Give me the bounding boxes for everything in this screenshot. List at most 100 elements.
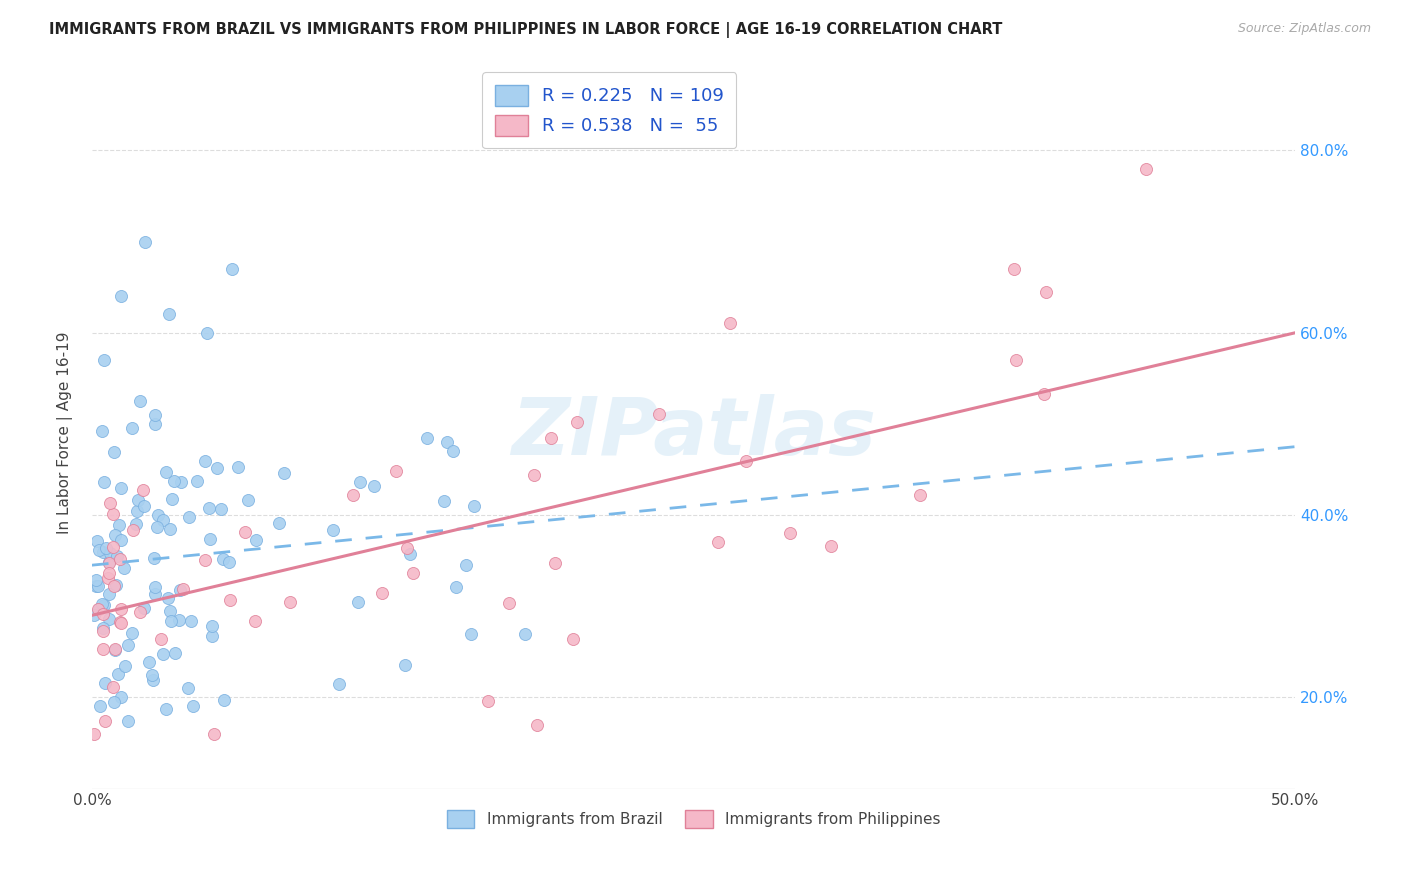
Point: [177, 681, 200, 696]
Point: [142, 673, 165, 687]
Point: [243, 614, 266, 628]
Point: [159, 605, 181, 619]
Point: [273, 467, 295, 481]
Point: [89, 601, 111, 615]
Point: [163, 646, 186, 660]
Point: [84, 573, 107, 587]
Point: [91, 607, 114, 622]
Point: [160, 491, 183, 506]
Point: [1135, 161, 1157, 176]
Text: ZIPatlas: ZIPatlas: [512, 394, 876, 472]
Point: [121, 421, 143, 435]
Point: [198, 532, 221, 546]
Point: [103, 445, 125, 459]
Point: [515, 627, 537, 641]
Point: [143, 587, 166, 601]
Point: [96, 541, 118, 555]
Point: [143, 550, 166, 565]
Point: [117, 714, 139, 728]
Point: [87, 602, 110, 616]
Point: [93, 353, 115, 368]
Point: [89, 699, 111, 714]
Point: [1032, 387, 1054, 401]
Point: [110, 615, 132, 630]
Point: [98, 556, 121, 570]
Point: [149, 632, 172, 647]
Point: [112, 561, 135, 575]
Point: [201, 619, 224, 633]
Point: [132, 600, 155, 615]
Point: [122, 523, 145, 537]
Point: [718, 316, 741, 330]
Point: [233, 525, 256, 540]
Point: [159, 522, 181, 536]
Point: [202, 727, 225, 741]
Point: [218, 593, 240, 607]
Point: [523, 467, 546, 482]
Point: [94, 676, 117, 690]
Point: [98, 496, 121, 510]
Point: [201, 629, 224, 643]
Point: [104, 641, 127, 656]
Point: [169, 582, 191, 597]
Point: [93, 598, 115, 612]
Point: [385, 464, 408, 478]
Point: [172, 582, 194, 596]
Point: [342, 488, 364, 502]
Point: [198, 501, 221, 516]
Point: [94, 714, 117, 728]
Point: [544, 556, 567, 570]
Point: [395, 541, 418, 556]
Point: [218, 555, 240, 569]
Point: [93, 641, 115, 656]
Point: [110, 481, 132, 495]
Y-axis label: In Labor Force | Age 16-19: In Labor Force | Age 16-19: [58, 332, 73, 534]
Point: [245, 533, 267, 547]
Point: [103, 540, 125, 554]
Point: [97, 612, 120, 626]
Point: [132, 499, 155, 513]
Point: [540, 430, 562, 444]
Point: [402, 566, 425, 580]
Point: [441, 444, 464, 458]
Point: [194, 453, 217, 467]
Point: [238, 493, 260, 508]
Point: [91, 545, 114, 559]
Point: [707, 535, 730, 549]
Point: [498, 596, 520, 610]
Point: [121, 626, 143, 640]
Point: [141, 668, 163, 682]
Point: [152, 513, 174, 527]
Point: [103, 579, 125, 593]
Point: [104, 643, 127, 657]
Point: [371, 586, 394, 600]
Point: [477, 694, 499, 708]
Point: [97, 571, 120, 585]
Point: [346, 594, 368, 608]
Point: [463, 500, 485, 514]
Point: [108, 517, 131, 532]
Point: [104, 528, 127, 542]
Text: IMMIGRANTS FROM BRAZIL VS IMMIGRANTS FROM PHILIPPINES IN LABOR FORCE | AGE 16-19: IMMIGRANTS FROM BRAZIL VS IMMIGRANTS FRO…: [49, 22, 1002, 38]
Point: [134, 235, 156, 249]
Point: [565, 415, 588, 429]
Point: [98, 546, 121, 560]
Point: [83, 608, 105, 623]
Point: [143, 417, 166, 431]
Point: [104, 578, 127, 592]
Point: [278, 595, 301, 609]
Point: [820, 539, 842, 553]
Point: [129, 605, 152, 619]
Point: [103, 695, 125, 709]
Point: [108, 552, 131, 566]
Point: [91, 621, 114, 635]
Point: [363, 479, 385, 493]
Point: [221, 261, 243, 276]
Point: [107, 667, 129, 681]
Point: [110, 533, 132, 548]
Point: [101, 507, 124, 521]
Point: [167, 613, 190, 627]
Point: [456, 558, 478, 573]
Point: [86, 534, 108, 549]
Point: [214, 693, 236, 707]
